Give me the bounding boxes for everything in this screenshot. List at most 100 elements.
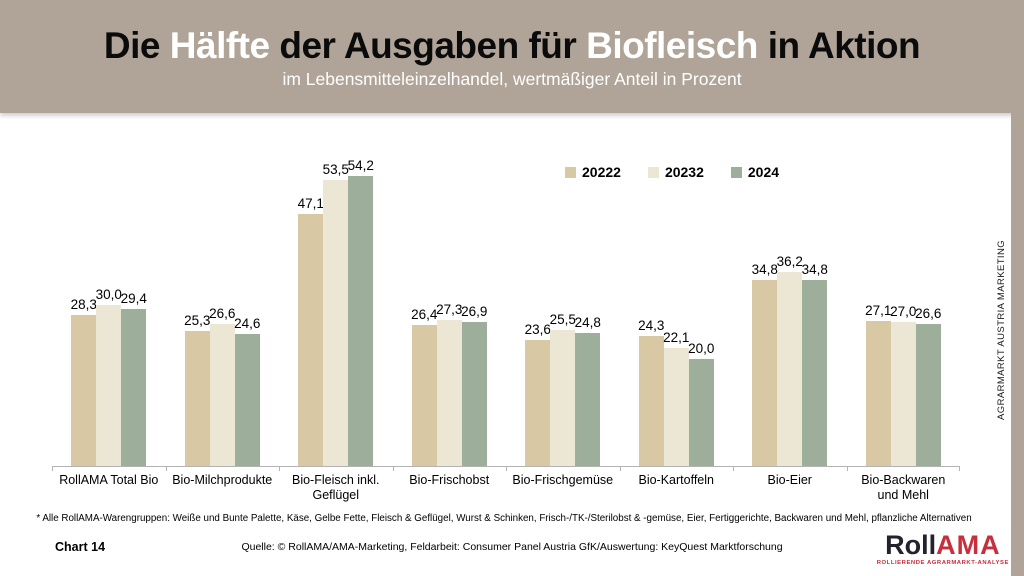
bar-value-label: 28,3: [70, 297, 97, 312]
bar-value-label: 34,8: [801, 262, 828, 277]
bar-20232: 22,1: [663, 330, 689, 466]
bar-value-label: 29,4: [120, 291, 147, 306]
header-banner: Die Hälfte der Ausgaben für Biofleisch i…: [0, 0, 1024, 113]
bar-20232: 25,5: [550, 312, 576, 466]
category-label: Bio-Kartoffeln: [638, 473, 714, 487]
bar-20222: 26,4: [411, 307, 437, 466]
bar-20222: 34,8: [752, 262, 778, 466]
legend-label: 20222: [582, 164, 621, 180]
bar-20232: 26,6: [209, 306, 235, 466]
bar-20232: 27,0: [890, 304, 916, 466]
bar-20222: 27,1: [865, 303, 891, 466]
bar-2024: 29,4: [121, 291, 147, 466]
category-label: Bio-Frischgemüse: [512, 473, 614, 487]
bar-value-label: 26,6: [915, 306, 942, 321]
bar-20222: 24,3: [638, 318, 664, 466]
bar-group: 34,8 36,2 34,8: [733, 132, 847, 466]
bar-value-label: 25,5: [549, 312, 576, 327]
bar-value-label: 34,8: [751, 262, 778, 277]
source-text: Quelle: © RollAMA/AMA-Marketing, Feldarb…: [241, 541, 783, 553]
bar-value-label: 25,3: [184, 313, 211, 328]
bar-20232: 30,0: [96, 287, 122, 466]
category-label: Bio-Fleisch inkl. Geflügel: [291, 473, 380, 502]
axis-tick: [959, 466, 960, 471]
axis-tick: [506, 466, 507, 471]
title-segment: Die: [103, 25, 170, 66]
legend-swatch: [565, 166, 576, 178]
chart-title: Die Hälfte der Ausgaben für Biofleisch i…: [0, 0, 1024, 66]
bar-value-label: 27,3: [436, 302, 463, 317]
axis-tick: [733, 466, 734, 471]
title-segment: Biofleisch: [586, 25, 758, 66]
chart-area: 28,3 30,0 29,4 25,3 26,6 24,6 47,1 53,5 54,2 26,4…: [52, 132, 961, 471]
axis-tick: [619, 466, 621, 471]
bar-value-label: 23,6: [524, 322, 551, 337]
title-segment: Hälfte: [169, 25, 270, 66]
bar-2024: 34,8: [802, 262, 828, 466]
bar-group: 23,6 25,5 24,8: [506, 132, 620, 466]
chart-legend: 20222 20232 2024: [565, 164, 779, 180]
bar-value-label: 20,0: [688, 341, 715, 356]
category-label: Bio-Eier: [767, 473, 812, 487]
title-segment: der Ausgaben für: [269, 25, 587, 66]
bar-2024: 54,2: [348, 158, 374, 466]
legend-swatch: [647, 166, 659, 178]
plot-area: 28,3 30,0 29,4 25,3 26,6 24,6 47,1 53,5 54,2 26,4…: [52, 132, 961, 471]
bar-group: 26,4 27,3 26,9: [393, 132, 507, 466]
chart-number: Chart 14: [55, 540, 106, 554]
logo-tagline: ROLLIERENDE AGRARMARKT-ANALYSE: [876, 560, 1009, 567]
category-axis-labels: RollAMA Total Bio Bio-Milchprodukte Bio-Fl…: [52, 473, 960, 503]
bar-2024: 26,9: [461, 304, 487, 466]
bar-value-label: 22,1: [663, 330, 690, 345]
footnote: * Alle RollAMA-Warengruppen: Weiße und B…: [36, 513, 972, 524]
bar-value-label: 24,6: [234, 316, 261, 331]
bar-2024: 20,0: [688, 341, 714, 466]
axis-tick: [279, 466, 280, 471]
bar-20222: 28,3: [71, 297, 97, 466]
legend-item: 20222: [565, 164, 621, 180]
title-segment: in Aktion: [757, 25, 921, 66]
category-label: Bio-Milchprodukte: [172, 473, 273, 487]
bar-2024: 26,6: [915, 306, 941, 466]
axis-tick: [846, 466, 848, 471]
bar-group: 24,3 22,1 20,0: [620, 132, 734, 466]
bar-value-label: 26,4: [411, 307, 438, 322]
right-edge-band: [1011, 0, 1024, 576]
category-label: RollAMA Total Bio: [59, 473, 159, 487]
category-label: Bio-Frischobst: [409, 473, 490, 487]
legend-swatch: [730, 166, 742, 178]
bar-value-label: 27,0: [890, 304, 917, 319]
rollama-logo: RollAMA ROLLIERENDE AGRARMARKT-ANALYSE: [877, 532, 1009, 567]
bar-group: 25,3 26,6 24,6: [166, 132, 280, 466]
bar-value-label: 54,2: [347, 158, 374, 173]
axis-tick: [165, 466, 167, 471]
bar-2024: 24,8: [575, 315, 601, 466]
bar-value-label: 36,2: [776, 254, 803, 269]
legend-label: 20232: [664, 164, 704, 180]
legend-item: 20232: [647, 164, 704, 180]
bar-value-label: 30,0: [95, 287, 122, 302]
bar-group: 47,1 53,5 54,2: [279, 132, 393, 466]
bar-value-label: 27,1: [865, 303, 892, 318]
bar-20222: 47,1: [298, 196, 324, 466]
bar-20222: 25,3: [184, 313, 210, 466]
bar-2024: 24,6: [234, 316, 260, 466]
axis-tick: [52, 466, 53, 471]
logo-ama-text: AMA: [936, 530, 1001, 561]
logo-roll-text: Roll: [885, 530, 937, 561]
bar-20232: 53,5: [323, 162, 349, 466]
category-label: Bio-Backwaren und Mehl: [861, 473, 946, 502]
bar-group: 28,3 30,0 29,4: [52, 132, 166, 466]
bar-group: 27,1 27,0 26,6: [847, 132, 961, 466]
bar-value-label: 53,5: [322, 162, 349, 177]
vertical-brand-text: AGRARMARKT AUSTRIA MARKETING: [996, 240, 1007, 420]
bar-20222: 23,6: [525, 322, 551, 466]
legend-item: 2024: [730, 164, 779, 180]
bar-value-label: 47,1: [297, 196, 324, 211]
logo-wordmark: RollAMA: [877, 532, 1009, 559]
chart-subtitle: im Lebensmitteleinzelhandel, wertmäßiger…: [282, 68, 742, 89]
bar-20232: 36,2: [777, 254, 803, 466]
bar-value-label: 26,9: [461, 304, 488, 319]
bar-20232: 27,3: [436, 302, 462, 466]
